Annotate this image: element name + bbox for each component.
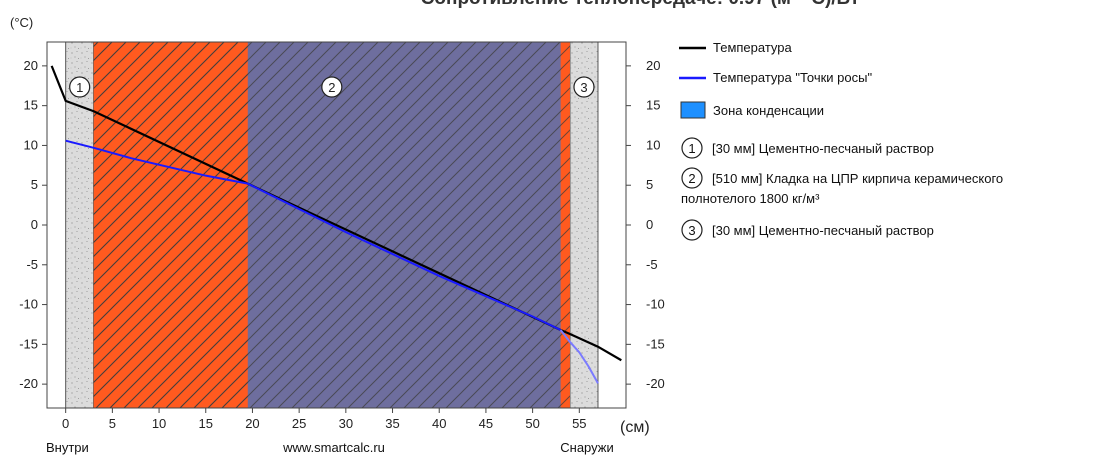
y-tick-left-label: -5 (26, 257, 38, 272)
x-tick-label: 5 (109, 416, 116, 431)
y-tick-right-label: -10 (646, 297, 665, 312)
x-tick-label: 50 (525, 416, 539, 431)
y-tick-right-label: 0 (646, 217, 653, 232)
layer-1-badge (69, 76, 91, 98)
layer-badges-group: 1 2 3 (69, 76, 595, 98)
legend-layer-1-badge (681, 137, 703, 159)
footer-right-label: Снаружи (560, 440, 614, 455)
y-tick-left-label: 15 (24, 98, 38, 113)
legend-condensation-label: Зона конденсации (713, 103, 824, 118)
x-tick-label: 35 (385, 416, 399, 431)
footer-center-label: www.smartcalc.ru (282, 440, 385, 455)
legend-layer-3-label: [30 мм] Цементно-песчаный раствор (712, 223, 934, 238)
x-tick-label: 30 (339, 416, 353, 431)
chart-title: Сопротивление теплопередаче: 0.97 (м²·°С… (421, 0, 860, 9)
series-group (50, 65, 622, 384)
y-unit-label: (°C) (10, 15, 33, 30)
layer-3-badge-number: 3 (580, 80, 587, 95)
y-tick-left-label: 10 (24, 137, 38, 152)
layer-1-badge-number: 1 (76, 80, 83, 95)
layer-2-badge-number: 2 (328, 80, 335, 95)
y-tick-right-label: -5 (646, 257, 658, 272)
y-tick-right-label: 5 (646, 177, 653, 192)
y-tick-right-label: -20 (646, 376, 665, 391)
x-tick-label: 15 (199, 416, 213, 431)
x-tick-label: 40 (432, 416, 446, 431)
y-tick-left-label: 20 (24, 58, 38, 73)
legend-layer-1-label: [30 мм] Цементно-песчаный раствор (712, 141, 934, 156)
series-line-1 (50, 65, 622, 362)
legend-layer-3-badge (681, 219, 703, 241)
legend-layer-2-label-line1: [510 мм] Кладка на ЦПР кирпича керамичес… (712, 171, 1003, 186)
x-unit-label: (см) (620, 419, 650, 436)
y-tick-left-label: 5 (31, 177, 38, 192)
legend-temperature-label: Температура (713, 40, 793, 55)
legend-layer-1-number: 1 (688, 141, 695, 156)
series-line-2 (65, 139, 562, 331)
x-tick-label: 25 (292, 416, 306, 431)
y-tick-right-label: 20 (646, 58, 660, 73)
legend-layer-2-number: 2 (688, 171, 695, 186)
y-tick-left-label: -10 (19, 297, 38, 312)
layer-2-badge (321, 76, 343, 98)
legend-layer-3-number: 3 (688, 223, 695, 238)
layer-3-badge (573, 76, 595, 98)
y-tick-right-label: 15 (646, 98, 660, 113)
y-tick-left-label: -20 (19, 376, 38, 391)
legend-dew-point-label: Температура "Точки росы" (713, 70, 872, 85)
x-tick-label: 0 (62, 416, 69, 431)
y-tick-left-label: 0 (31, 217, 38, 232)
legend-condensation-swatch (680, 101, 706, 119)
x-tick-label: 55 (572, 416, 586, 431)
x-tick-label: 45 (479, 416, 493, 431)
legend-layer-2-badge (681, 167, 703, 189)
series-line-3 (559, 329, 599, 384)
y-tick-right-label: 10 (646, 137, 660, 152)
y-tick-left-label: -15 (19, 336, 38, 351)
legend: Температура Температура "Точки росы" Зон… (679, 40, 1003, 241)
footer-left-label: Внутри (46, 440, 89, 455)
y-tick-right-label: -15 (646, 336, 665, 351)
x-tick-label: 20 (245, 416, 259, 431)
legend-layer-2-label-line2: полнотелого 1800 кг/м³ (681, 191, 820, 206)
x-tick-label: 10 (152, 416, 166, 431)
